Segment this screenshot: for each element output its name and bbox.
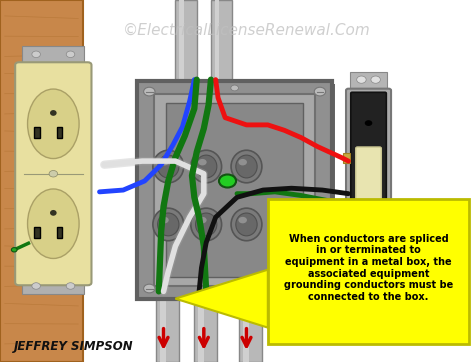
FancyBboxPatch shape [350, 271, 387, 287]
FancyBboxPatch shape [215, 0, 219, 81]
Circle shape [356, 76, 366, 83]
Circle shape [371, 275, 380, 282]
Circle shape [66, 51, 75, 58]
FancyBboxPatch shape [15, 62, 91, 285]
Ellipse shape [236, 213, 257, 236]
Ellipse shape [238, 217, 247, 223]
FancyBboxPatch shape [175, 0, 197, 81]
Ellipse shape [27, 189, 79, 258]
FancyBboxPatch shape [243, 291, 249, 362]
Text: ©ElectricalLicenseRenewal.Com: ©ElectricalLicenseRenewal.Com [123, 23, 370, 38]
Text: JEFFREY SIMPSON: JEFFREY SIMPSON [14, 340, 134, 353]
Circle shape [144, 284, 155, 293]
Circle shape [371, 76, 380, 83]
FancyBboxPatch shape [57, 127, 63, 138]
Ellipse shape [191, 150, 221, 183]
FancyBboxPatch shape [351, 92, 386, 270]
Ellipse shape [160, 217, 169, 223]
FancyBboxPatch shape [156, 291, 179, 362]
FancyBboxPatch shape [179, 0, 184, 81]
Ellipse shape [160, 159, 169, 165]
Circle shape [219, 174, 236, 188]
Ellipse shape [198, 217, 207, 223]
FancyBboxPatch shape [198, 291, 204, 362]
FancyBboxPatch shape [0, 0, 83, 362]
FancyBboxPatch shape [22, 46, 84, 63]
Circle shape [356, 275, 366, 282]
Ellipse shape [50, 110, 56, 116]
Ellipse shape [191, 208, 221, 241]
Ellipse shape [231, 208, 262, 241]
Ellipse shape [157, 213, 179, 236]
FancyBboxPatch shape [154, 94, 315, 286]
Circle shape [11, 248, 17, 252]
FancyBboxPatch shape [166, 103, 303, 277]
Circle shape [365, 120, 372, 126]
Ellipse shape [236, 155, 257, 178]
FancyBboxPatch shape [211, 0, 232, 81]
FancyBboxPatch shape [160, 291, 166, 362]
FancyBboxPatch shape [350, 72, 387, 88]
FancyBboxPatch shape [22, 278, 84, 294]
FancyBboxPatch shape [346, 89, 391, 273]
Ellipse shape [195, 213, 217, 236]
Circle shape [314, 284, 326, 293]
Circle shape [32, 283, 40, 289]
Ellipse shape [153, 208, 183, 241]
FancyBboxPatch shape [194, 291, 217, 362]
Ellipse shape [198, 159, 207, 165]
Text: When conductors are spliced
in or terminated to
equipment in a metal box, the
as: When conductors are spliced in or termin… [284, 234, 453, 302]
FancyBboxPatch shape [34, 127, 40, 138]
FancyBboxPatch shape [356, 147, 381, 204]
Circle shape [314, 87, 326, 96]
Ellipse shape [153, 150, 183, 183]
Circle shape [231, 85, 238, 91]
FancyBboxPatch shape [239, 291, 262, 362]
Ellipse shape [27, 89, 79, 159]
Circle shape [365, 241, 372, 247]
Circle shape [66, 283, 75, 289]
Ellipse shape [157, 155, 179, 178]
Circle shape [231, 289, 238, 295]
FancyBboxPatch shape [57, 227, 63, 238]
Ellipse shape [231, 150, 262, 183]
Circle shape [144, 87, 155, 96]
FancyBboxPatch shape [34, 227, 40, 238]
Ellipse shape [50, 210, 56, 216]
FancyBboxPatch shape [343, 202, 350, 212]
Circle shape [49, 171, 58, 177]
FancyBboxPatch shape [137, 81, 332, 299]
Ellipse shape [238, 159, 247, 165]
FancyBboxPatch shape [268, 199, 469, 344]
Circle shape [32, 51, 40, 58]
Ellipse shape [195, 155, 217, 178]
FancyBboxPatch shape [343, 153, 350, 163]
FancyBboxPatch shape [141, 84, 335, 301]
Polygon shape [175, 270, 268, 328]
